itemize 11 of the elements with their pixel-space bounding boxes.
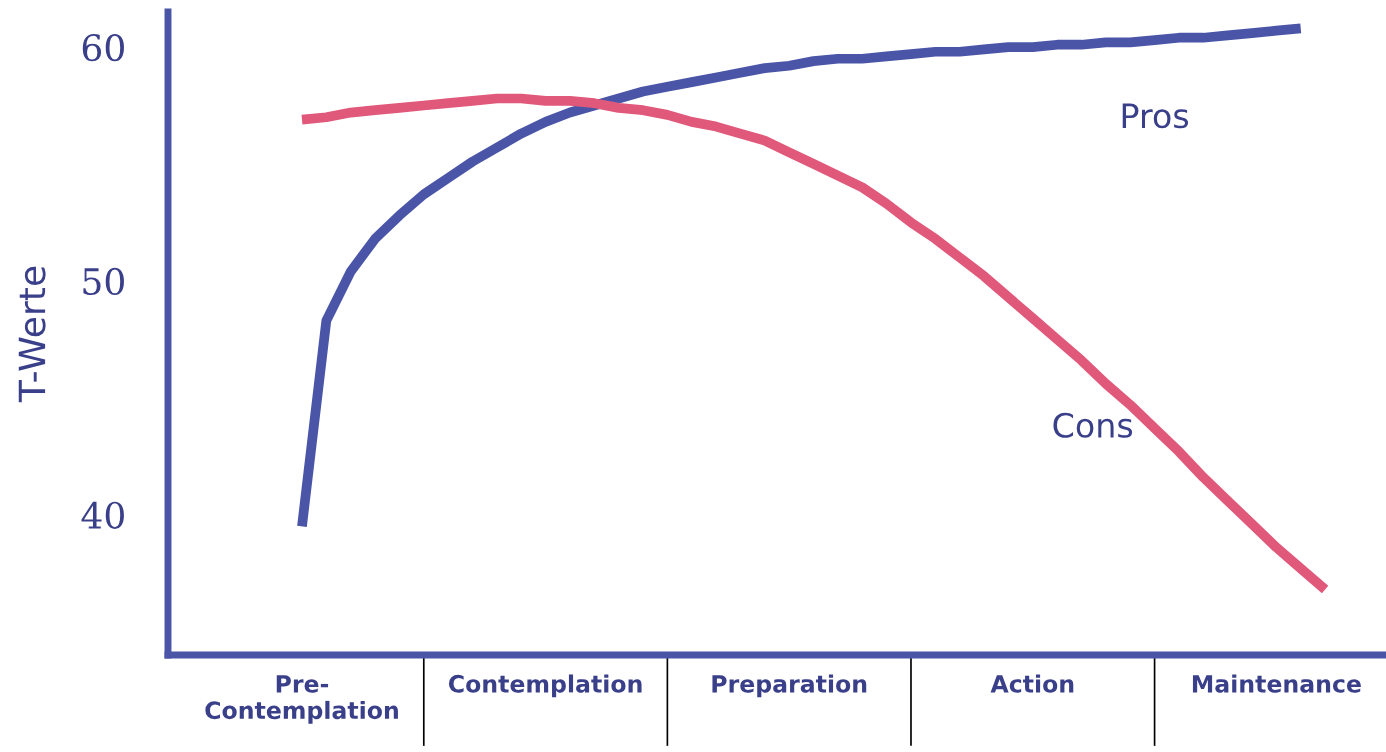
x-tick-label: Action: [990, 674, 1074, 693]
x-tick-label: Contemplation: [448, 674, 642, 698]
series-label: Pros: [1122, 103, 1189, 129]
y-axis-title: T-Werte: [18, 266, 46, 403]
series-label: Cons: [1053, 412, 1133, 438]
x-tick-label: Pre- Contemplation: [205, 675, 398, 724]
x-tick-label: Preparation: [712, 674, 867, 698]
y-tick-label: 50: [83, 267, 124, 296]
y-tick-label: 40: [81, 501, 124, 529]
x-tick-label: Maintenance: [1192, 674, 1361, 693]
y-tick-label: 60: [82, 33, 124, 62]
